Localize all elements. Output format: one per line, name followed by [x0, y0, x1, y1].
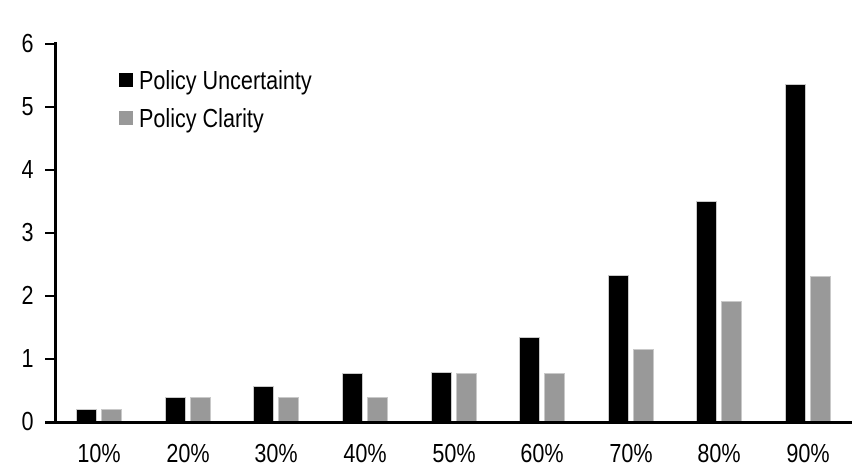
x-tick-label-text: 90% — [786, 438, 830, 468]
legend-label-policy-uncertainty: Policy Uncertainty — [139, 65, 312, 95]
bar-policy-uncertainty-20% — [164, 397, 186, 421]
y-tick-label: 6 — [0, 29, 33, 57]
bar-group-30% — [232, 43, 321, 421]
x-tick-label-70%: 70% — [586, 438, 675, 468]
legend-label-policy-clarity: Policy Clarity — [139, 103, 264, 133]
x-tick-label-50%: 50% — [409, 438, 498, 468]
bar-group-70% — [586, 43, 675, 421]
y-tick-label-text: 6 — [20, 28, 33, 58]
x-tick-label-text: 80% — [697, 438, 741, 468]
y-tick — [45, 105, 54, 108]
legend-swatch-black-icon — [119, 73, 133, 87]
bar-policy-uncertainty-40% — [341, 373, 363, 421]
legend-item-policy-uncertainty: Policy Uncertainty — [119, 66, 347, 94]
y-tick-label-text: 1 — [20, 343, 33, 373]
y-tick-label: 1 — [0, 344, 33, 372]
x-tick-label-10%: 10% — [55, 438, 144, 468]
x-axis-labels: 10% 20% 30% 40% 50% 60% 70% 80% 90% — [55, 438, 852, 468]
y-tick-label-text: 0 — [20, 406, 33, 436]
y-tick-label: 4 — [0, 155, 33, 183]
bar-group-20% — [144, 43, 233, 421]
legend: Policy Uncertainty Policy Clarity — [119, 66, 347, 142]
y-tick-label: 2 — [0, 281, 33, 309]
x-tick-label-90%: 90% — [764, 438, 852, 468]
x-tick-label-80%: 80% — [675, 438, 764, 468]
x-axis-line — [45, 421, 852, 424]
y-tick-label: 5 — [0, 92, 33, 120]
x-tick-label-30%: 30% — [232, 438, 321, 468]
x-tick-label-text: 20% — [166, 438, 210, 468]
y-tick-label-text: 2 — [20, 280, 33, 310]
bar-policy-clarity-70% — [632, 349, 654, 421]
y-tick — [45, 168, 54, 171]
bar-policy-clarity-50% — [455, 372, 477, 421]
bar-group-80% — [675, 43, 764, 421]
y-tick — [45, 357, 54, 360]
bar-policy-clarity-60% — [544, 372, 566, 421]
bar-policy-clarity-80% — [721, 301, 743, 421]
bar-policy-uncertainty-70% — [607, 274, 629, 421]
x-tick-label-20%: 20% — [144, 438, 233, 468]
bar-policy-clarity-40% — [366, 397, 388, 421]
bar-policy-uncertainty-60% — [519, 337, 541, 421]
bar-policy-uncertainty-50% — [430, 371, 452, 421]
y-tick — [45, 420, 54, 423]
y-tick — [45, 42, 54, 45]
legend-item-policy-clarity: Policy Clarity — [119, 104, 347, 132]
y-tick-label-text: 4 — [20, 154, 33, 184]
bar-group-50% — [409, 43, 498, 421]
x-tick-label-40%: 40% — [321, 438, 410, 468]
y-axis-line — [54, 42, 57, 423]
bar-policy-clarity-20% — [189, 397, 211, 421]
x-tick-label-text: 70% — [609, 438, 653, 468]
x-tick-label-text: 30% — [254, 438, 298, 468]
y-tick-label: 0 — [0, 407, 33, 435]
bar-policy-uncertainty-90% — [784, 83, 806, 421]
x-tick-label-text: 60% — [520, 438, 564, 468]
bar-policy-clarity-30% — [278, 397, 300, 421]
y-tick-label: 3 — [0, 218, 33, 246]
bar-group-40% — [321, 43, 410, 421]
bar-policy-uncertainty-80% — [696, 200, 718, 421]
y-tick-label-text: 5 — [20, 91, 33, 121]
bar-group-10% — [55, 43, 144, 421]
bar-policy-uncertainty-30% — [253, 385, 275, 421]
y-tick — [45, 294, 54, 297]
x-tick-label-60%: 60% — [498, 438, 587, 468]
x-tick-label-text: 40% — [343, 438, 387, 468]
legend-swatch-gray-icon — [119, 111, 133, 125]
bar-policy-uncertainty-10% — [76, 409, 98, 421]
x-tick-label-text: 10% — [77, 438, 121, 468]
y-tick-label-text: 3 — [20, 217, 33, 247]
y-tick — [45, 231, 54, 234]
bar-group-60% — [498, 43, 587, 421]
bar-policy-clarity-10% — [101, 409, 123, 421]
x-tick-label-text: 50% — [431, 438, 476, 468]
plot-area — [55, 43, 852, 421]
bar-policy-clarity-90% — [809, 276, 831, 421]
bar-group-90% — [764, 43, 852, 421]
